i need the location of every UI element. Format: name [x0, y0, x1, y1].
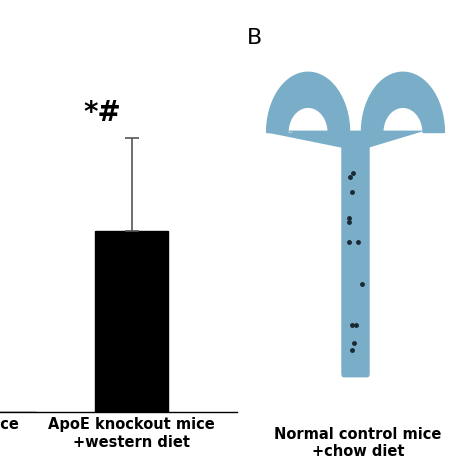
Text: *#: *#: [84, 100, 121, 128]
FancyBboxPatch shape: [341, 144, 370, 377]
Polygon shape: [266, 73, 349, 133]
Polygon shape: [361, 73, 444, 133]
Polygon shape: [285, 131, 425, 148]
Text: B: B: [246, 28, 262, 48]
Bar: [95, 231, 168, 412]
Text: Normal control mice
+chow diet: Normal control mice +chow diet: [274, 427, 442, 459]
Polygon shape: [266, 133, 367, 148]
